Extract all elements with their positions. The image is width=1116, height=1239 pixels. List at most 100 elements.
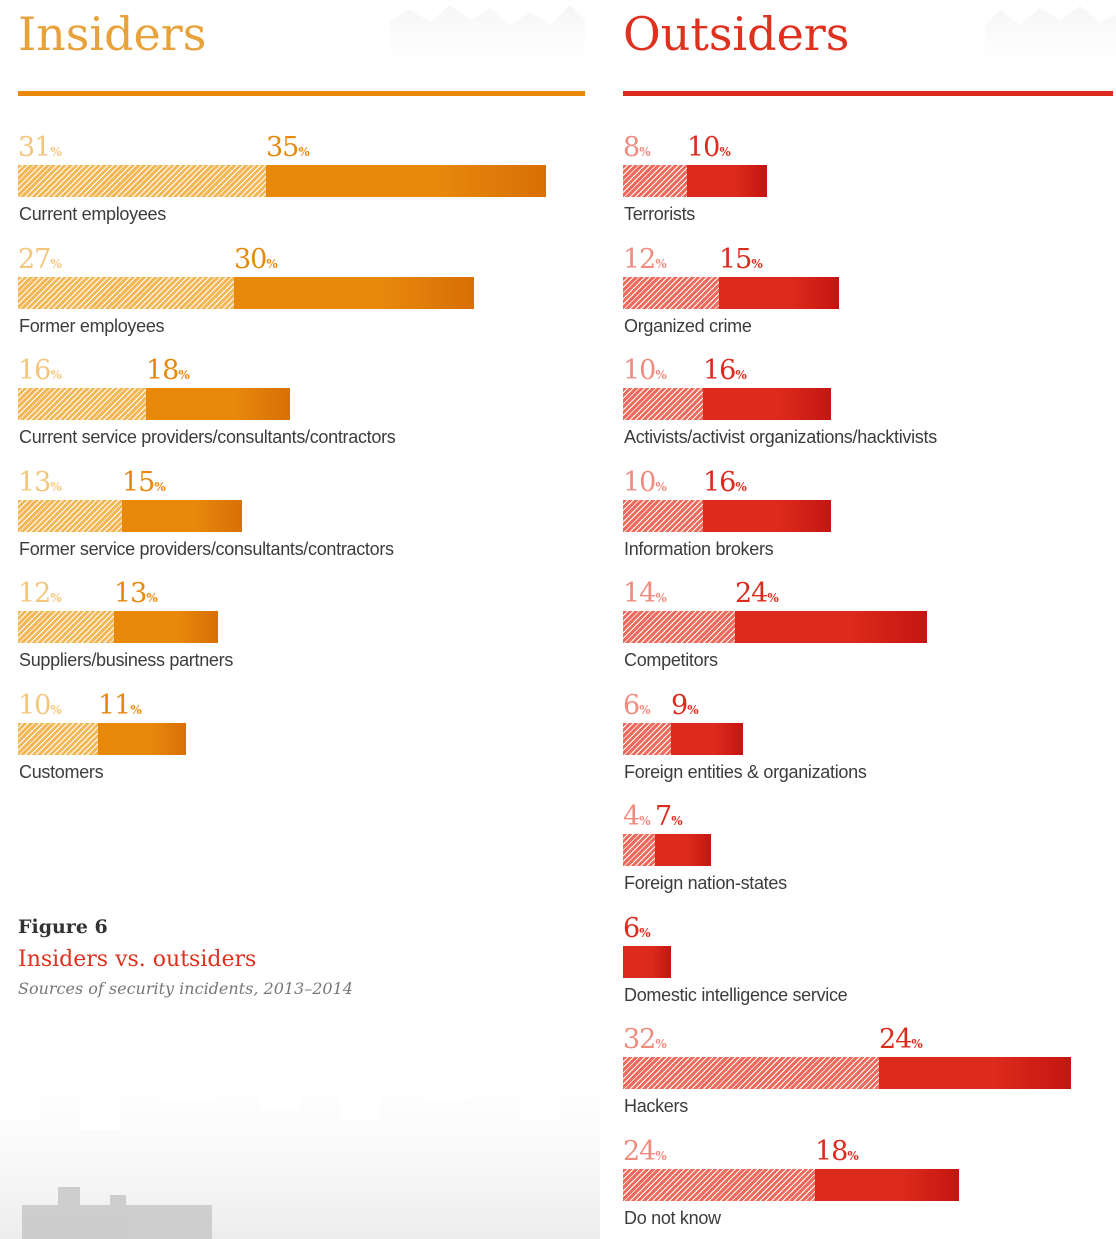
outsiders-rule <box>623 91 1113 96</box>
insiders-customers-pct-2014-value: 11 <box>98 690 131 721</box>
outsiders-do-not-know-bar-2013 <box>623 1169 815 1201</box>
outsiders-row-do-not-know: 24% 18% Do not know <box>623 1137 1113 1233</box>
outsiders-hackers-pct-2014-value: 24 <box>879 1024 912 1055</box>
outsiders-organized-crime-pct-2014-value: 15 <box>719 244 752 275</box>
outsiders-hackers-pct-2013: 32% <box>623 1025 667 1059</box>
insiders-suppliers-business-partners-bar <box>18 611 218 643</box>
insiders-customers-bar-2013 <box>18 723 98 755</box>
outsiders-row-hackers: 32% 24% Hackers <box>623 1025 1113 1121</box>
outsiders-foreign-entities-and-organizations-pct-2013: 6% <box>623 691 651 725</box>
figure-caption: Figure 6 Insiders vs. outsiders Sources … <box>18 914 353 1002</box>
insiders-customers-pct-2013-value: 10 <box>18 690 51 721</box>
outsiders-terrorists-label: Terrorists <box>624 204 696 224</box>
outsiders-activists-activist-organizations-hacktivists-bar <box>623 388 831 420</box>
outsiders-domestic-intelligence-service-pct-2014-unit: % <box>639 926 651 940</box>
outsiders-competitors-pct-2013-value: 14 <box>623 578 656 609</box>
outsiders-organized-crime-bar <box>623 277 839 309</box>
insiders-current-employees-bar-2013 <box>18 165 266 197</box>
figure-title: Insiders vs. outsiders <box>18 947 257 972</box>
outsiders-activists-activist-organizations-hacktivists-pct-2014-value: 16 <box>703 355 736 386</box>
outsiders-information-brokers-pct-2014-unit: % <box>735 480 747 494</box>
insiders-current-employees-label: Current employees <box>19 204 166 224</box>
outsiders-domestic-intelligence-service-label: Domestic intelligence service <box>624 985 848 1005</box>
outsiders-do-not-know-pct-2013: 24% <box>623 1137 667 1171</box>
outsiders-competitors-pct-2013: 14% <box>623 579 667 613</box>
insiders-current-employees-pct-2014-value: 35 <box>266 132 299 163</box>
outsiders-foreign-entities-and-organizations-pct-2014-unit: % <box>687 703 699 717</box>
outsiders-competitors-bar <box>623 611 927 643</box>
outsiders-terrorists-pct-2013: 8% <box>623 133 651 167</box>
logo-building-icon <box>22 1187 212 1239</box>
outsiders-foreign-entities-and-organizations-pct-2014-value: 9 <box>671 690 688 721</box>
outsiders-organized-crime-bar-2014 <box>719 277 839 309</box>
insiders-former-service-providers-consultants-contractors-pct-2013-unit: % <box>50 480 62 494</box>
insiders-former-service-providers-consultants-contractors-bar-2014 <box>122 500 242 532</box>
outsiders-foreign-entities-and-organizations-pct-2014: 9% <box>671 691 699 725</box>
insiders-rule <box>18 91 585 96</box>
outsiders-information-brokers-bar-2014 <box>703 500 831 532</box>
insiders-customers-label: Customers <box>19 762 104 782</box>
outsiders-terrorists-bar <box>623 165 767 197</box>
outsiders-do-not-know-pct-2014-unit: % <box>847 1149 859 1163</box>
insiders-former-employees-pct-2013: 27% <box>18 245 62 279</box>
insiders-former-service-providers-consultants-contractors-bar <box>18 500 242 532</box>
outsiders-do-not-know-pct-2013-unit: % <box>655 1149 667 1163</box>
outsiders-foreign-nation-states-pct-2013: 4% <box>623 802 651 836</box>
insiders-former-employees-pct-2014-unit: % <box>266 257 278 271</box>
insiders-former-service-providers-consultants-contractors-pct-2013: 13% <box>18 468 62 502</box>
outsiders-information-brokers-pct-2014-value: 16 <box>703 467 736 498</box>
insiders-customers-pct-2013: 10% <box>18 691 62 725</box>
insiders-former-employees-pct-2013-unit: % <box>50 257 62 271</box>
outsiders-information-brokers-label: Information brokers <box>624 539 774 559</box>
outsiders-terrorists-pct-2013-value: 8 <box>623 132 640 163</box>
insiders-former-service-providers-consultants-contractors-pct-2013-value: 13 <box>18 467 51 498</box>
insiders-current-employees-pct-2013: 31% <box>18 133 62 167</box>
outsiders-domestic-intelligence-service-pct-2014-value: 6 <box>623 913 640 944</box>
outsiders-activists-activist-organizations-hacktivists-pct-2013-value: 10 <box>623 355 656 386</box>
outsiders-row-terrorists: 8% 10% Terrorists <box>623 133 1113 229</box>
outsiders-row-competitors: 14% 24% Competitors <box>623 579 1113 675</box>
insiders-former-employees-pct-2014-value: 30 <box>234 244 267 275</box>
outsiders-information-brokers-bar-2013 <box>623 500 703 532</box>
insiders-customers-pct-2013-unit: % <box>50 703 62 717</box>
outsiders-domestic-intelligence-service-pct-2014: 6% <box>623 914 651 948</box>
outsiders-do-not-know-label: Do not know <box>624 1208 721 1228</box>
insiders-customers-bar-2014 <box>98 723 186 755</box>
insiders-current-service-providers-consultants-contractors-pct-2013-value: 16 <box>18 355 51 386</box>
insiders-former-service-providers-consultants-contractors-label: Former service providers/consultants/con… <box>19 539 394 559</box>
insiders-row-suppliers-business-partners: 12% 13% Suppliers/business partners <box>18 579 585 675</box>
insiders-suppliers-business-partners-bar-2014 <box>114 611 218 643</box>
outsiders-terrorists-bar-2013 <box>623 165 687 197</box>
outsiders-domestic-intelligence-service-bar <box>623 946 671 978</box>
outsiders-hackers-pct-2013-value: 32 <box>623 1024 656 1055</box>
insiders-current-service-providers-consultants-contractors-pct-2014-value: 18 <box>146 355 179 386</box>
outsiders-hackers-bar-2013 <box>623 1057 879 1089</box>
insiders-former-employees-bar-2013 <box>18 277 234 309</box>
outsiders-terrorists-pct-2013-unit: % <box>639 145 651 159</box>
skyline-shapes <box>0 1040 600 1239</box>
outsiders-do-not-know-pct-2014-value: 18 <box>815 1136 848 1167</box>
insiders-suppliers-business-partners-pct-2014-unit: % <box>146 591 158 605</box>
insiders-suppliers-business-partners-pct-2013-unit: % <box>50 591 62 605</box>
insiders-current-service-providers-consultants-contractors-bar <box>18 388 290 420</box>
outsiders-terrorists-bar-2014 <box>687 165 767 197</box>
outsiders-competitors-pct-2014: 24% <box>735 579 779 613</box>
outsiders-hackers-label: Hackers <box>624 1096 688 1116</box>
insiders-former-service-providers-consultants-contractors-pct-2014-unit: % <box>154 480 166 494</box>
outsiders-hackers-pct-2014-unit: % <box>911 1037 923 1051</box>
outsiders-row-information-brokers: 10% 16% Information brokers <box>623 468 1113 564</box>
outsiders-competitors-bar-2013 <box>623 611 735 643</box>
insiders-suppliers-business-partners-label: Suppliers/business partners <box>19 650 234 670</box>
outsiders-row-domestic-intelligence-service: 6% Domestic intelligence service <box>623 914 1113 1010</box>
insiders-former-service-providers-consultants-contractors-pct-2014-value: 15 <box>122 467 155 498</box>
outsiders-activists-activist-organizations-hacktivists-bar-2013 <box>623 388 703 420</box>
insiders-suppliers-business-partners-pct-2013: 12% <box>18 579 62 613</box>
outsiders-hackers-pct-2013-unit: % <box>655 1037 667 1051</box>
outsiders-foreign-nation-states-bar-2014 <box>655 834 711 866</box>
outsiders-domestic-intelligence-service-bar-2014 <box>623 946 671 978</box>
insiders-current-employees-pct-2014: 35% <box>266 133 310 167</box>
outsiders-foreign-nation-states-bar <box>623 834 711 866</box>
outsiders-row-activists-activist-organizations-hacktivists: 10% 16% Activists/activist organizations/h… <box>623 356 1113 452</box>
outsiders-foreign-entities-and-organizations-bar-2014 <box>671 723 743 755</box>
